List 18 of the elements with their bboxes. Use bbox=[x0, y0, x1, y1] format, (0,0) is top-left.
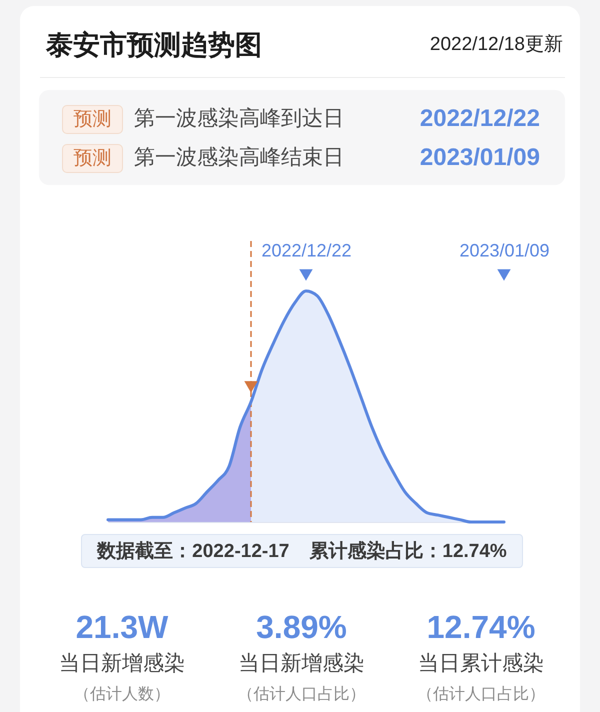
text: （估计人数） bbox=[74, 685, 170, 705]
tag-badge: 预测 bbox=[62, 144, 123, 172]
text: 当日累计感染 bbox=[418, 651, 544, 677]
text: 第一波感染高峰到达日 bbox=[134, 106, 344, 132]
text: 2023/01/09 bbox=[420, 143, 540, 173]
text: （估计人口占比） bbox=[238, 685, 366, 705]
chart-title: 泰安市预测趋势图 bbox=[46, 29, 262, 62]
note-box: 数据截至：2022-12-17 累计感染占比：12.74% bbox=[81, 534, 523, 568]
text: 12.74% bbox=[426, 608, 536, 647]
tag-badge: 预测 bbox=[62, 104, 123, 134]
text: 2022/12/22 bbox=[420, 104, 540, 134]
text: 3.89% bbox=[256, 608, 347, 647]
text: （估计人口占比） bbox=[417, 685, 545, 705]
chart-subtitle: 2022/12/18更新 bbox=[430, 33, 563, 57]
text: 当日新增感染 bbox=[59, 651, 185, 677]
text: 第一波感染高峰结束日 bbox=[134, 145, 344, 171]
text: 当日新增感染 bbox=[238, 651, 364, 677]
text: 21.3W bbox=[76, 608, 168, 647]
